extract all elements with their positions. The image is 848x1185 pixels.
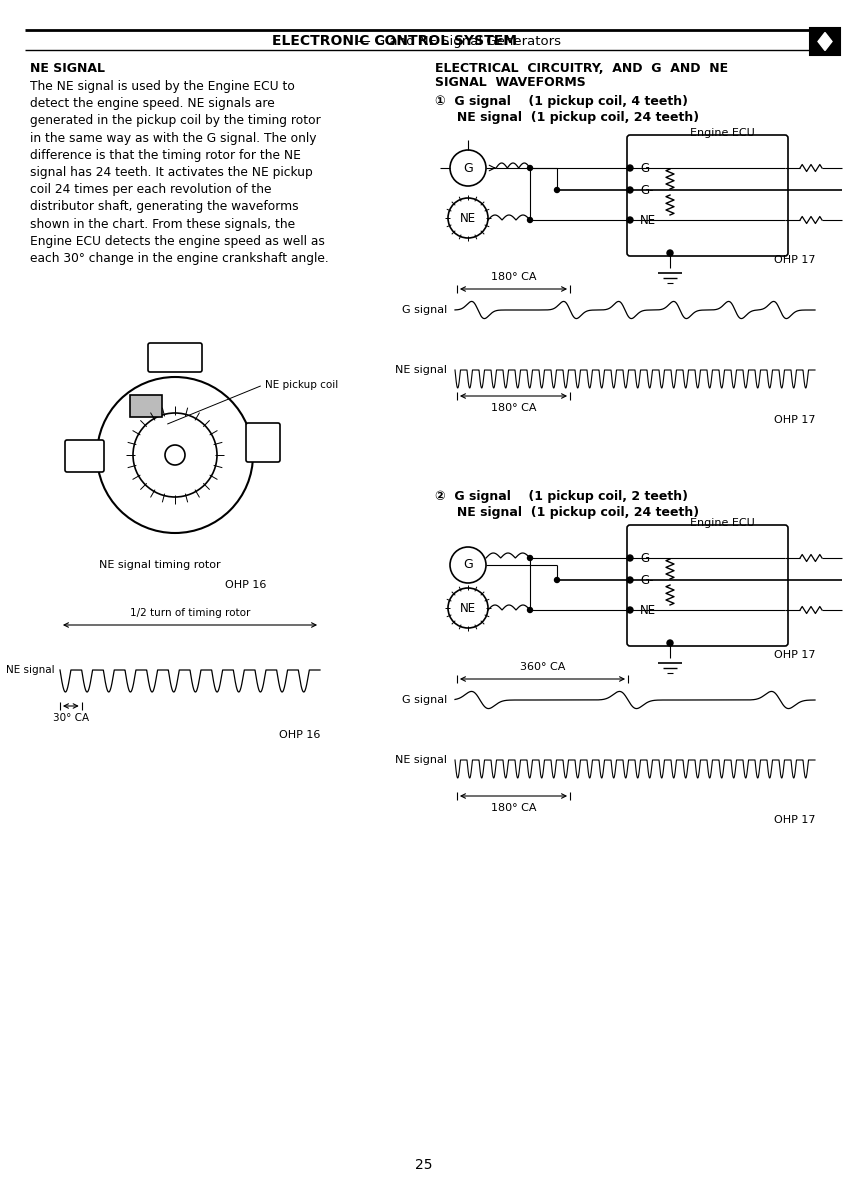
Text: NE: NE [460,211,476,224]
Polygon shape [818,32,832,51]
Circle shape [627,555,633,561]
Text: in the same way as with the G signal. The only: in the same way as with the G signal. Th… [30,132,316,145]
Text: 25: 25 [416,1158,432,1172]
Text: ELECTRONIC CONTROL SYSTEM: ELECTRONIC CONTROL SYSTEM [272,34,517,49]
FancyBboxPatch shape [627,525,788,646]
Circle shape [627,165,633,171]
Text: ELECTRICAL  CIRCUITRY,  AND  G  AND  NE: ELECTRICAL CIRCUITRY, AND G AND NE [435,62,728,75]
Circle shape [627,607,633,613]
Text: 180° CA: 180° CA [491,273,536,282]
FancyBboxPatch shape [148,342,202,372]
Text: OHP 17: OHP 17 [773,255,815,265]
Circle shape [627,577,633,583]
Text: NE signal: NE signal [395,755,447,766]
Circle shape [667,640,673,646]
Text: detect the engine speed. NE signals are: detect the engine speed. NE signals are [30,97,275,110]
Text: NE signal: NE signal [7,665,55,675]
Circle shape [527,608,533,613]
Text: 30° CA: 30° CA [53,713,89,723]
Circle shape [627,187,633,193]
Text: Engine ECU detects the engine speed as well as: Engine ECU detects the engine speed as w… [30,235,325,248]
Text: NE: NE [640,213,656,226]
Text: — G and NE Signal Generators: — G and NE Signal Generators [230,34,561,47]
Text: G: G [640,161,649,174]
FancyBboxPatch shape [65,440,104,472]
Text: OHP 17: OHP 17 [773,651,815,660]
Text: signal has 24 teeth. It activates the NE pickup: signal has 24 teeth. It activates the NE… [30,166,313,179]
Text: G-: G- [640,184,654,197]
Text: 1/2 turn of timing rotor: 1/2 turn of timing rotor [130,608,250,619]
Text: OHP 16: OHP 16 [279,730,320,739]
Text: NE: NE [640,603,656,616]
Bar [810,28,840,55]
Text: NE signal  (1 pickup coil, 24 teeth): NE signal (1 pickup coil, 24 teeth) [435,506,699,519]
Text: difference is that the timing rotor for the NE: difference is that the timing rotor for … [30,149,301,162]
Text: G: G [640,551,649,564]
Text: G signal: G signal [402,694,447,705]
Text: G: G [463,161,473,174]
Text: G signal: G signal [402,305,447,315]
Text: The NE signal is used by the Engine ECU to: The NE signal is used by the Engine ECU … [30,81,295,92]
Circle shape [667,250,673,256]
Text: OHP 17: OHP 17 [773,815,815,825]
Text: Engine ECU: Engine ECU [690,128,755,137]
Text: 180° CA: 180° CA [491,803,536,813]
Text: distributor shaft, generating the waveforms: distributor shaft, generating the wavefo… [30,200,298,213]
Text: OHP 17: OHP 17 [773,415,815,425]
Circle shape [527,556,533,561]
Text: NE: NE [460,602,476,615]
Text: ②  G signal    (1 pickup coil, 2 teeth): ② G signal (1 pickup coil, 2 teeth) [435,491,688,502]
Text: 360° CA: 360° CA [520,662,565,672]
Text: SIGNAL  WAVEFORMS: SIGNAL WAVEFORMS [435,76,586,89]
Text: NE signal  (1 pickup coil, 24 teeth): NE signal (1 pickup coil, 24 teeth) [435,111,699,124]
Circle shape [527,166,533,171]
Text: OHP 16: OHP 16 [225,579,266,590]
Text: each 30° change in the engine crankshaft angle.: each 30° change in the engine crankshaft… [30,252,329,265]
Circle shape [450,547,486,583]
Text: G: G [463,558,473,571]
Circle shape [448,198,488,238]
Text: NE signal timing rotor: NE signal timing rotor [99,561,220,570]
FancyBboxPatch shape [246,423,280,462]
Circle shape [165,446,185,465]
FancyBboxPatch shape [627,135,788,256]
Circle shape [133,414,217,497]
Text: coil 24 times per each revolution of the: coil 24 times per each revolution of the [30,184,271,197]
Circle shape [97,377,253,533]
Circle shape [555,577,560,583]
Text: G-: G- [640,574,654,587]
Text: NE signal: NE signal [395,365,447,374]
Circle shape [555,187,560,192]
Text: shown in the chart. From these signals, the: shown in the chart. From these signals, … [30,218,295,231]
Circle shape [527,218,533,223]
Text: Engine ECU: Engine ECU [690,518,755,529]
Text: generated in the pickup coil by the timing rotor: generated in the pickup coil by the timi… [30,115,321,128]
Circle shape [450,150,486,186]
Bar [130,395,162,417]
Text: NE SIGNAL: NE SIGNAL [30,62,105,75]
Text: NE pickup coil: NE pickup coil [265,380,338,390]
Circle shape [627,217,633,223]
Circle shape [448,588,488,628]
Text: 180° CA: 180° CA [491,403,536,414]
Text: ①  G signal    (1 pickup coil, 4 teeth): ① G signal (1 pickup coil, 4 teeth) [435,95,688,108]
